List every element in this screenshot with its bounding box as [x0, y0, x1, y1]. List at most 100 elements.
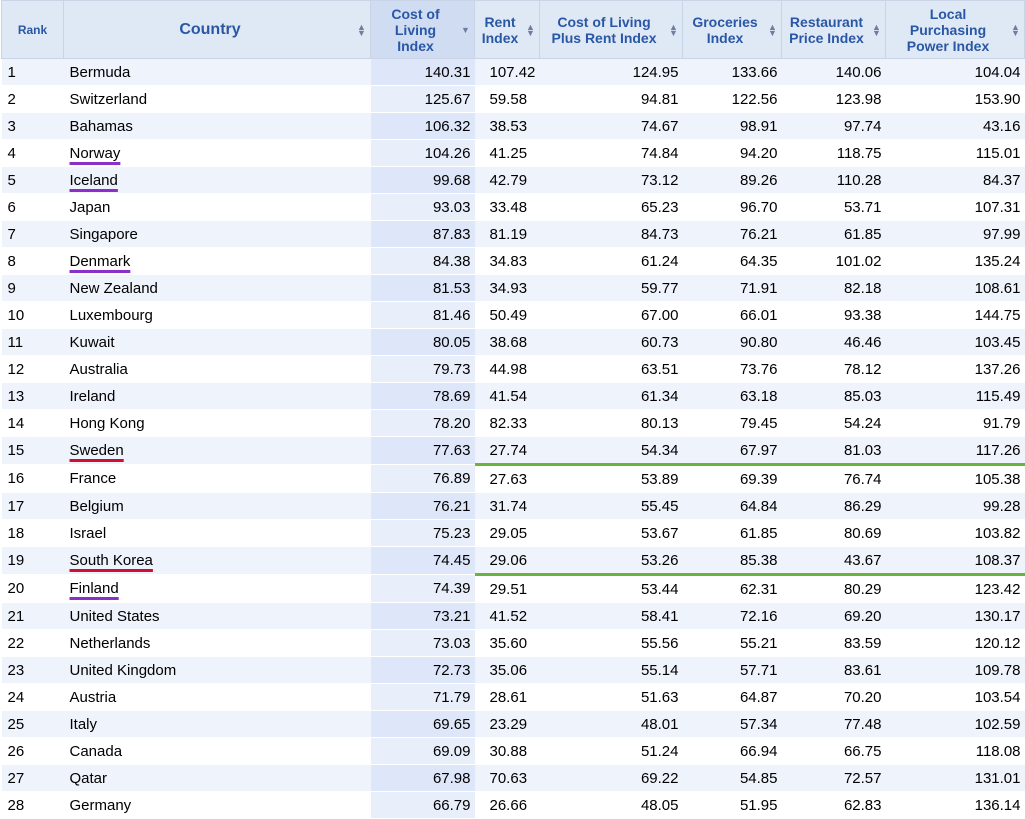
table-row: 24 Austria 71.79 28.61 51.63 64.87 70.20 103.54: [1, 683, 1025, 711]
country-name[interactable]: Austria: [69, 688, 117, 706]
sort-arrows-icon[interactable]: ▲ ▼: [768, 21, 777, 38]
country-name[interactable]: Belgium: [69, 497, 124, 515]
value-cell: 133.66: [682, 58, 782, 86]
rank-cell: 16: [1, 464, 64, 493]
country-name[interactable]: Kuwait: [69, 333, 115, 351]
country-name[interactable]: United States: [69, 607, 160, 625]
country-name[interactable]: Italy: [69, 715, 98, 733]
value-cell: 93.38: [781, 301, 886, 329]
value-cell: 38.53: [474, 112, 540, 140]
sort-arrows-icon[interactable]: ▲ ▼: [872, 21, 881, 38]
table-row: 13 Ireland 78.69 41.54 61.34 63.18 85.03 115.49: [1, 382, 1025, 410]
value-cell: 73.21: [370, 602, 475, 630]
value-cell: 70.63: [474, 764, 540, 792]
country-name[interactable]: Denmark: [69, 252, 131, 270]
value-cell: 81.46: [370, 301, 475, 329]
country-name[interactable]: Finland: [69, 580, 119, 597]
country-name[interactable]: Israel: [69, 524, 107, 542]
country-name[interactable]: Qatar: [69, 769, 108, 787]
value-cell: 86.29: [781, 492, 886, 520]
table-row: 23 United Kingdom 72.73 35.06 55.14 57.71 83.6…: [1, 656, 1025, 684]
column-header-restaurant-price-index[interactable]: Restaurant Price Index ▲ ▼: [781, 0, 886, 59]
value-cell: 59.58: [474, 85, 540, 113]
sort-descending-icon[interactable]: ▼: [461, 24, 470, 35]
country-name[interactable]: South Korea: [69, 552, 153, 569]
value-cell: 103.45: [885, 328, 1025, 356]
column-header-country[interactable]: Country ▲ ▼: [63, 0, 371, 59]
value-cell: 35.06: [474, 656, 540, 684]
sort-arrows-icon[interactable]: ▲ ▼: [1011, 21, 1020, 38]
country-name[interactable]: Ireland: [69, 387, 116, 405]
country-name[interactable]: Germany: [69, 796, 132, 814]
value-cell: 117.26: [885, 436, 1025, 466]
column-header-cost-of-living-index[interactable]: Cost of Living Index ▼: [370, 0, 475, 59]
country-cell: Kuwait: [63, 328, 371, 356]
rank-cell: 26: [1, 737, 64, 765]
rank-cell: 11: [1, 328, 64, 356]
value-cell: 29.06: [474, 546, 540, 576]
country-name[interactable]: Luxembourg: [69, 306, 153, 324]
country-cell: Netherlands: [63, 629, 371, 657]
value-cell: 41.25: [474, 139, 540, 167]
table-row: 8 Denmark 84.38 34.83 61.24 64.35 101.02 135.24: [1, 247, 1025, 275]
rank-cell: 2: [1, 85, 64, 113]
column-header-rank[interactable]: Rank: [1, 0, 64, 59]
country-name[interactable]: Iceland: [69, 171, 118, 189]
value-cell: 137.26: [885, 355, 1025, 383]
country-name[interactable]: France: [69, 470, 117, 487]
table-row: 21 United States 73.21 41.52 58.41 72.16 69.20…: [1, 602, 1025, 630]
country-name[interactable]: Japan: [69, 198, 111, 216]
value-cell: 38.68: [474, 328, 540, 356]
column-header-rent-index[interactable]: Rent Index ▲ ▼: [474, 0, 540, 59]
country-cell: United Kingdom: [63, 656, 371, 684]
value-cell: 66.01: [682, 301, 782, 329]
value-cell: 110.28: [781, 166, 886, 194]
country-name[interactable]: Singapore: [69, 225, 138, 243]
value-cell: 75.23: [370, 519, 475, 547]
column-header-groceries-index[interactable]: Groceries Index ▲ ▼: [682, 0, 782, 59]
country-cell: New Zealand: [63, 274, 371, 302]
country-name[interactable]: Sweden: [69, 442, 124, 459]
value-cell: 43.67: [781, 546, 886, 576]
sort-arrows-icon[interactable]: ▲ ▼: [669, 21, 678, 38]
rank-cell: 27: [1, 764, 64, 792]
value-cell: 76.89: [370, 464, 475, 493]
sort-arrows-icon[interactable]: ▲ ▼: [526, 21, 535, 38]
country-name[interactable]: Norway: [69, 144, 121, 162]
value-cell: 46.46: [781, 328, 886, 356]
value-cell: 74.84: [539, 139, 683, 167]
country-name[interactable]: New Zealand: [69, 279, 158, 297]
value-cell: 41.54: [474, 382, 540, 410]
value-cell: 77.63: [370, 436, 475, 465]
table-row: 3 Bahamas 106.32 38.53 74.67 98.91 97.74 43.16: [1, 112, 1025, 140]
country-name[interactable]: Netherlands: [69, 634, 151, 652]
country-name[interactable]: Bermuda: [69, 63, 131, 81]
country-cell: Israel: [63, 519, 371, 547]
value-cell: 48.05: [539, 791, 683, 818]
rank-cell: 24: [1, 683, 64, 711]
country-name[interactable]: Bahamas: [69, 117, 133, 135]
table-row: 16 France 76.89 27.63 53.89 69.39 76.74 105.38: [1, 464, 1025, 493]
column-header-local-purchasing-power-index[interactable]: Local Purchasing Power Index ▲ ▼: [885, 0, 1025, 59]
country-name[interactable]: Switzerland: [69, 90, 148, 108]
country-cell: Denmark: [63, 247, 371, 275]
value-cell: 118.75: [781, 139, 886, 167]
country-name[interactable]: Canada: [69, 742, 123, 760]
table-row: 2 Switzerland 125.67 59.58 94.81 122.56 123.98…: [1, 85, 1025, 113]
table-row: 17 Belgium 76.21 31.74 55.45 64.84 86.29 99.28: [1, 492, 1025, 520]
column-header-cost-of-living-plus-rent-index[interactable]: Cost of Living Plus Rent Index ▲ ▼: [539, 0, 683, 59]
value-cell: 58.41: [539, 602, 683, 630]
value-cell: 103.82: [885, 519, 1025, 547]
country-name[interactable]: Hong Kong: [69, 414, 145, 432]
value-cell: 64.84: [682, 492, 782, 520]
country-name[interactable]: United Kingdom: [69, 661, 177, 679]
country-name[interactable]: Australia: [69, 360, 128, 378]
country-cell: France: [63, 464, 371, 493]
column-header-label: Restaurant Price Index: [789, 13, 864, 46]
table-row: 9 New Zealand 81.53 34.93 59.77 71.91 82.18 108…: [1, 274, 1025, 302]
value-cell: 35.60: [474, 629, 540, 657]
sort-arrows-icon[interactable]: ▲ ▼: [357, 21, 366, 38]
value-cell: 55.14: [539, 656, 683, 684]
value-cell: 84.73: [539, 220, 683, 248]
value-cell: 77.48: [781, 710, 886, 738]
